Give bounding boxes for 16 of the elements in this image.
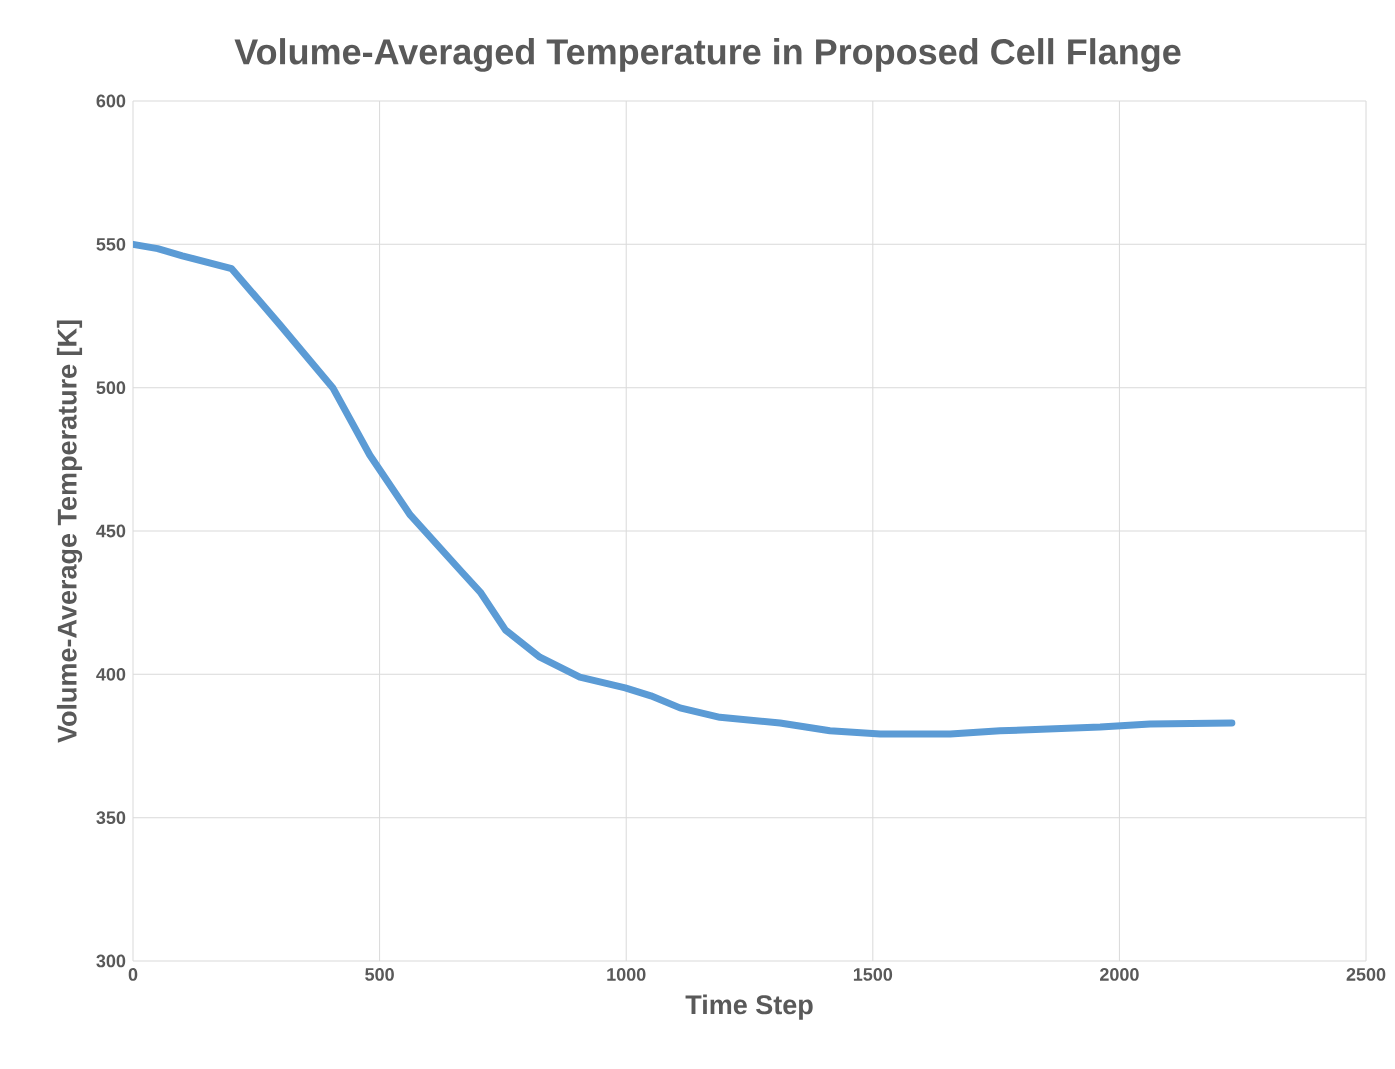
x-tick-label: 2000 xyxy=(1100,968,1139,981)
x-tick-label: 1000 xyxy=(607,968,646,981)
y-tick-label: 450 xyxy=(96,524,126,538)
chart-title: Volume-Averaged Temperature in Proposed Cell Flange xyxy=(234,38,1181,72)
x-axis-title: Time Step xyxy=(685,994,813,1020)
y-axis-title: Volume-Average Temperature [K] xyxy=(56,320,83,743)
x-tick-label: 0 xyxy=(128,968,138,981)
y-tick-label: 400 xyxy=(96,667,126,681)
y-tick-label: 550 xyxy=(96,237,126,251)
y-tick-label: 600 xyxy=(96,94,126,108)
y-tick-label: 350 xyxy=(96,811,126,825)
x-tick-label: 500 xyxy=(365,968,394,981)
x-tick-label: 2500 xyxy=(1346,968,1386,981)
y-tick-label: 300 xyxy=(96,954,126,968)
x-tick-label: 1500 xyxy=(853,968,893,981)
y-tick-label: 500 xyxy=(96,381,126,395)
